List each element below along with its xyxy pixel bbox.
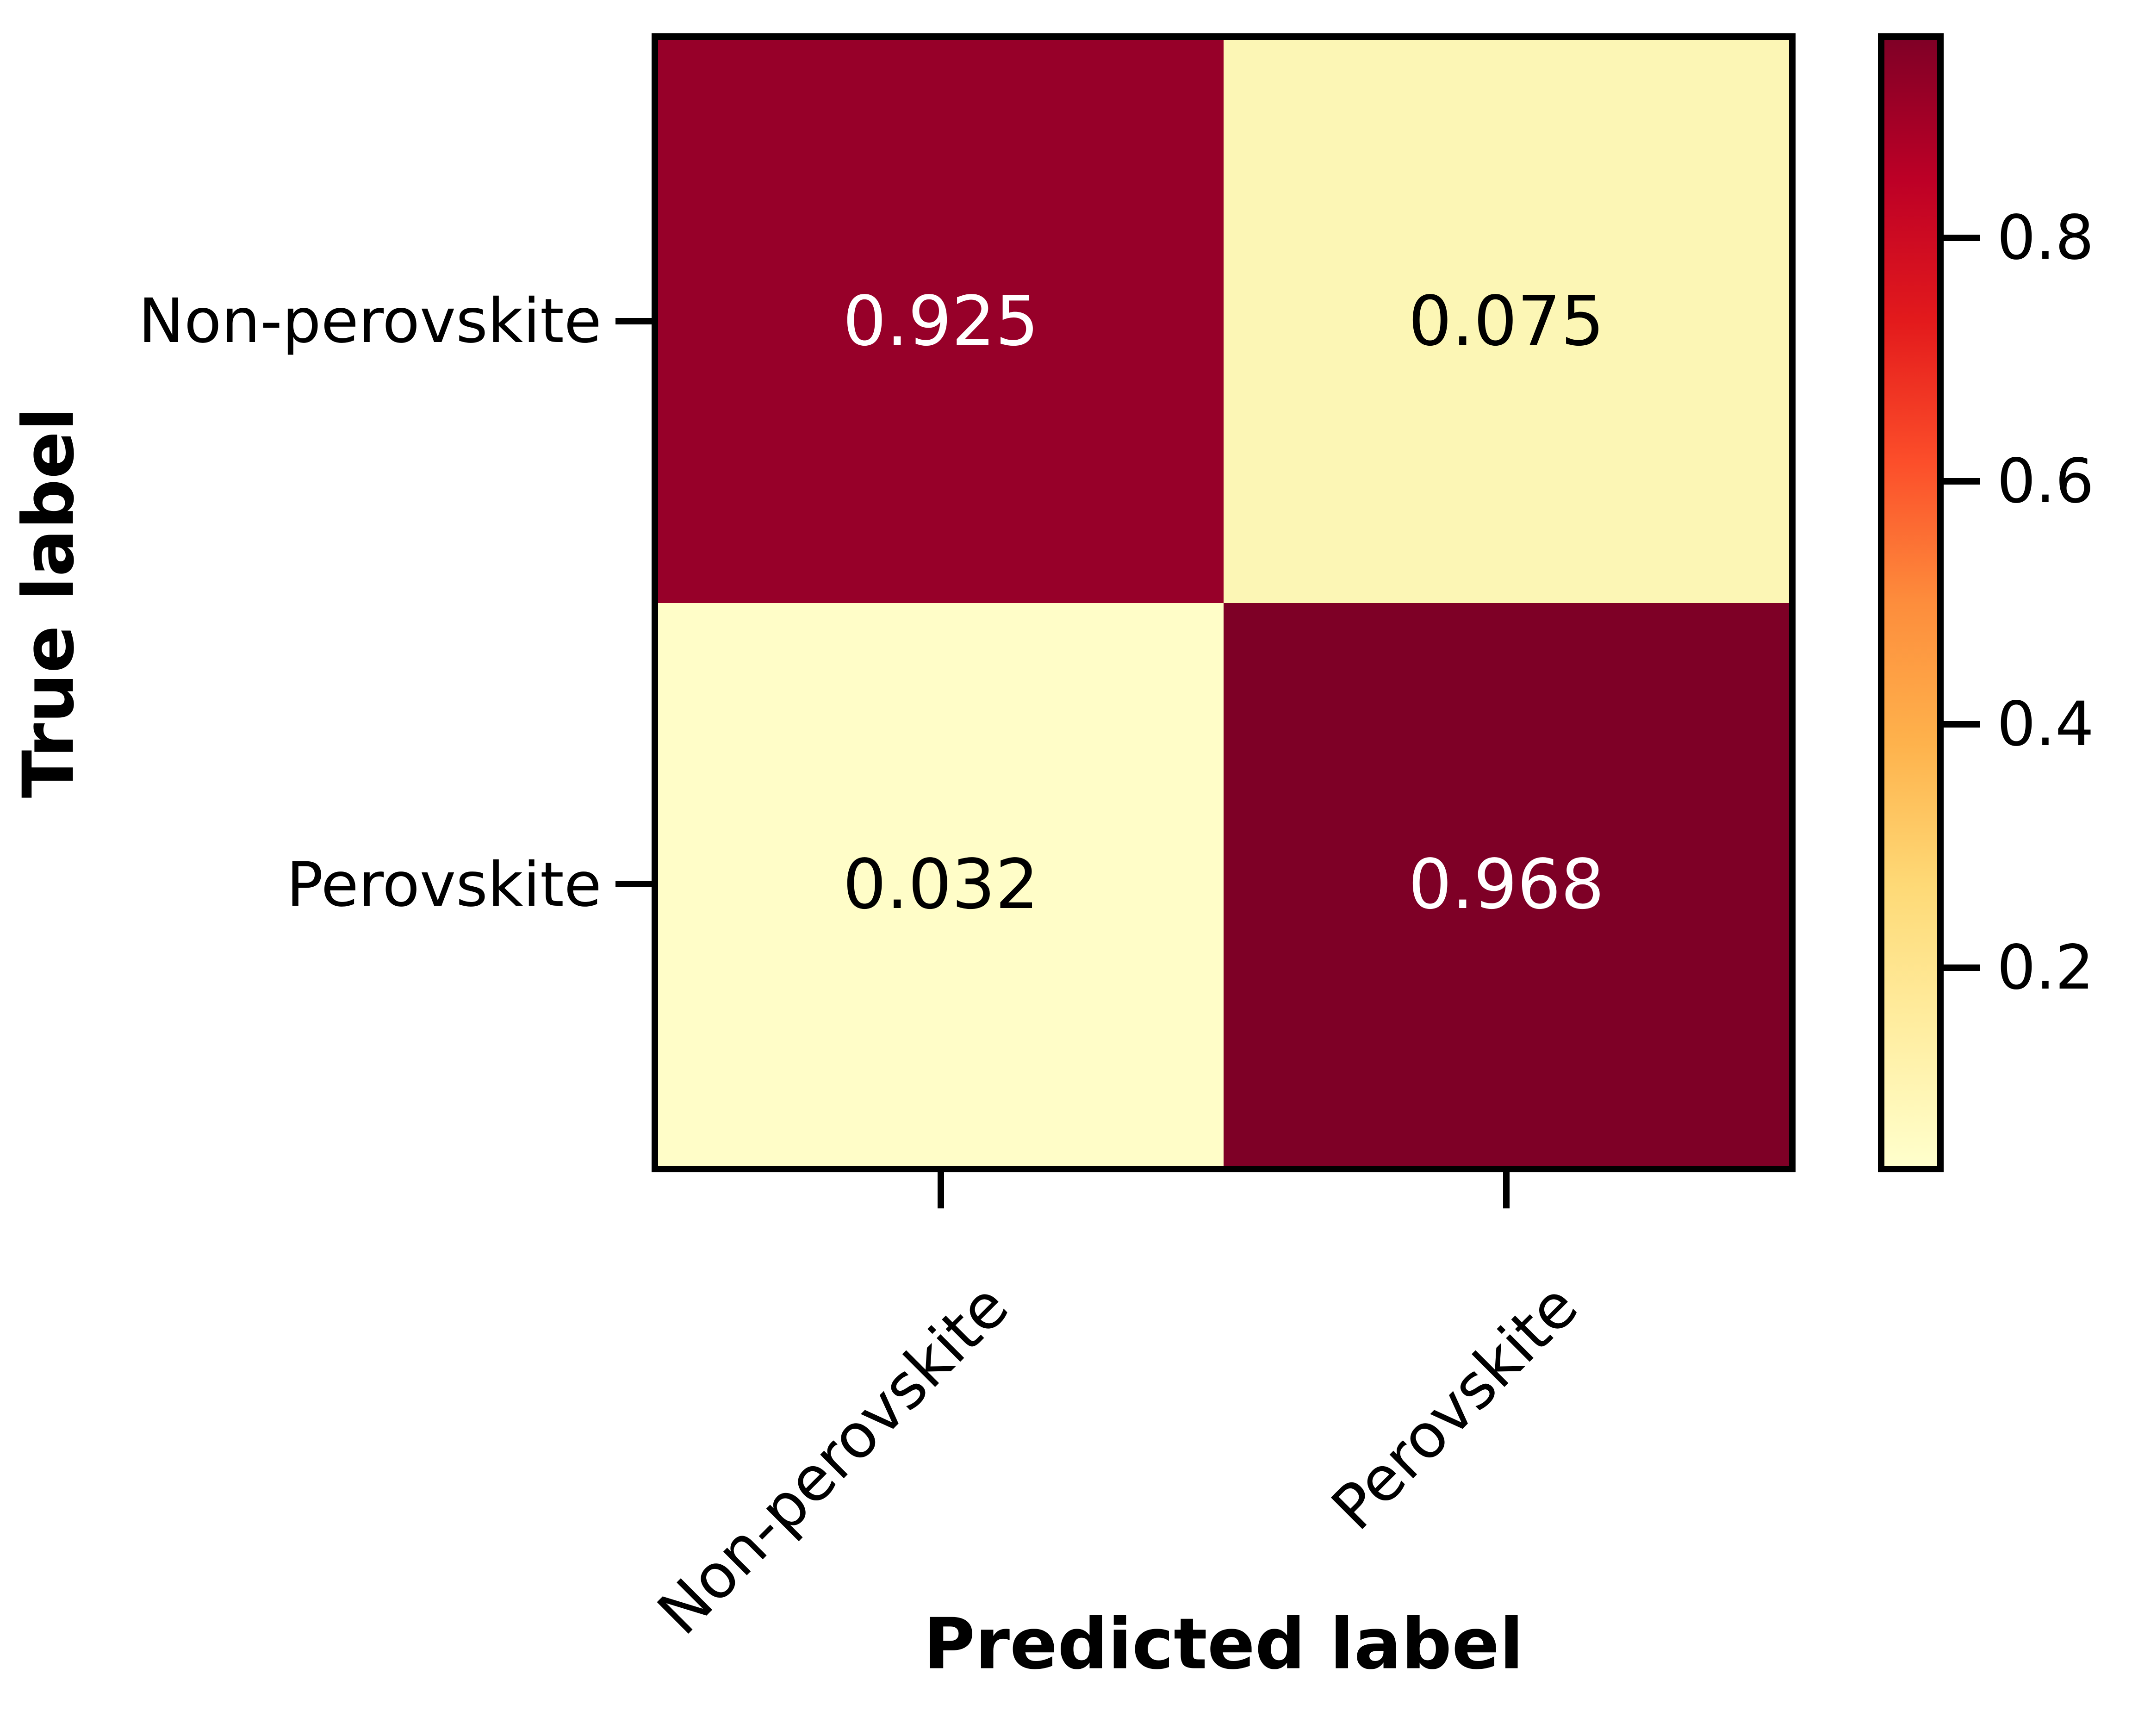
x-axis-label: Predicted label [923,1603,1524,1685]
y-tick-label-non-perovskite: Non-perovskite [138,286,602,357]
x-tick-label-perovskite: Perovskite [1318,1270,1591,1544]
cell-true-perovskite-pred-nonperovskite: 0.032 [658,603,1224,1166]
colorbar-tick-mark [1944,235,1980,241]
colorbar-tick-mark [1944,964,1980,971]
x-tick-mark [1503,1172,1510,1208]
heatmap-axes: 0.925 0.075 0.032 0.968 [652,33,1796,1172]
y-tick-mark [615,881,652,887]
x-tick-mark [938,1172,944,1208]
colorbar-tick-mark [1944,721,1980,728]
colorbar-tick-label: 0.8 [1997,202,2094,274]
cell-value: 0.968 [1408,844,1604,924]
y-tick-label-perovskite: Perovskite [286,849,602,921]
cell-true-perovskite-pred-perovskite: 0.968 [1224,603,1789,1166]
colorbar-tick-label: 0.2 [1997,932,2094,1003]
colorbar-tick-mark [1944,478,1980,485]
y-axis-label: True label [7,407,90,798]
colorbar-tick-label: 0.6 [1997,446,2094,517]
colorbar-tick-label: 0.4 [1997,689,2094,760]
cell-true-nonperovskite-pred-perovskite: 0.075 [1224,40,1789,603]
colorbar [1878,33,1944,1172]
cell-true-nonperovskite-pred-nonperovskite: 0.925 [658,40,1224,603]
cell-value: 0.075 [1408,281,1604,361]
y-tick-mark [615,318,652,324]
cell-value: 0.032 [843,844,1039,924]
cell-value: 0.925 [843,281,1039,361]
x-tick-label-non-perovskite: Non-perovskite [644,1270,1022,1649]
